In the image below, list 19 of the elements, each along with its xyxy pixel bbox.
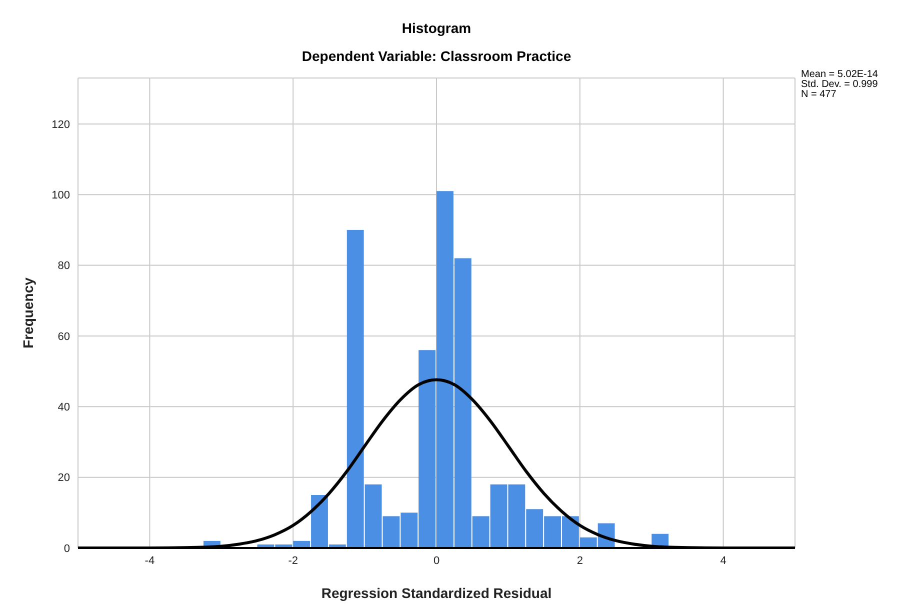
x-axis-title: Regression Standardized Residual	[321, 585, 552, 601]
text: Std. Dev. = 0.999	[801, 79, 878, 90]
chart-subtitle: Dependent Variable: Classroom Practice	[300, 48, 572, 64]
y-tick-label: 80	[58, 260, 70, 272]
chart-title: Histogram	[400, 20, 472, 36]
x-tick-label: 2	[576, 554, 583, 567]
x-tick-label: -4	[144, 554, 155, 567]
x-tick-label: -2	[288, 554, 298, 567]
y-tick-label: 120	[52, 118, 70, 131]
text: N = 477	[801, 89, 838, 100]
x-tick-label: 0	[433, 554, 440, 567]
y-tick-label: 100	[52, 190, 70, 202]
y-tick-label: 40	[58, 402, 70, 414]
y-tick-label: 60	[58, 330, 70, 343]
text: Mean = 5.02E-14	[801, 69, 878, 80]
y-tick-label: 0	[64, 542, 70, 555]
y-axis-title: Frequency	[20, 277, 36, 348]
x-tick-label: 4	[720, 554, 726, 567]
y-tick-label: 20	[58, 472, 70, 484]
